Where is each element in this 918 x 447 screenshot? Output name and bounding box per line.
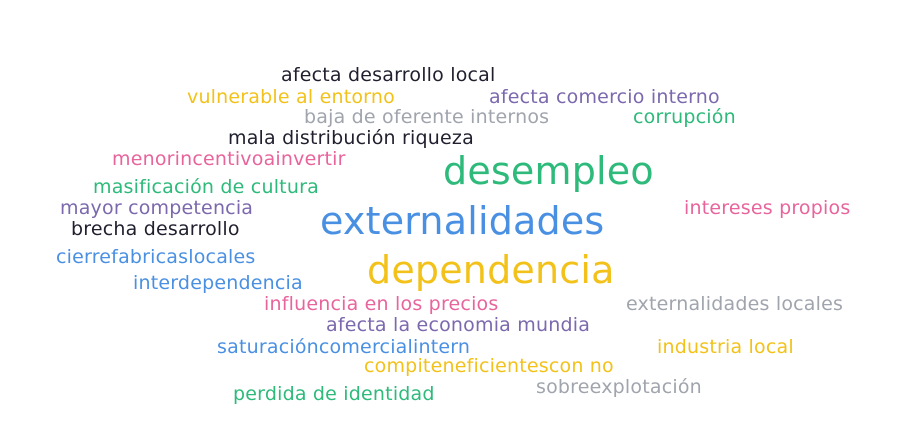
word-cloud-word: masificación de cultura (93, 176, 319, 198)
word-cloud-word: corrupción (633, 106, 736, 128)
word-cloud-word: externalidades locales (626, 293, 844, 315)
word-cloud-word: intereses propios (684, 197, 851, 219)
word-cloud-word: influencia en los precios (264, 293, 499, 315)
word-cloud-word: afecta comercio interno (489, 86, 720, 108)
word-cloud-word: saturacióncomercialintern (217, 336, 471, 358)
word-cloud-word: baja de oferente internos (304, 106, 550, 128)
word-cloud-word: perdida de identidad (233, 383, 435, 405)
word-cloud-word: menorincentivoainvertir (112, 148, 346, 170)
word-cloud-word: brecha desarrollo (71, 218, 240, 240)
word-cloud-word: externalidades (320, 199, 605, 243)
word-cloud-word: dependencia (367, 248, 615, 292)
word-cloud-word: compiteneficientescon no (364, 355, 614, 377)
word-cloud-word: desempleo (443, 149, 654, 193)
word-cloud-word: mayor competencia (60, 197, 254, 219)
word-cloud-word: vulnerable al entorno (187, 86, 395, 108)
word-cloud-word: afecta desarrollo local (281, 64, 496, 86)
word-cloud-word: industria local (657, 336, 794, 358)
word-cloud-word: cierrefabricaslocales (56, 246, 256, 268)
word-cloud-word: mala distribución riqueza (228, 127, 474, 149)
word-cloud-word: afecta la economia mundia (326, 314, 591, 336)
word-cloud-word: sobreexplotación (536, 376, 702, 398)
word-cloud-word: interdependencia (133, 272, 303, 294)
